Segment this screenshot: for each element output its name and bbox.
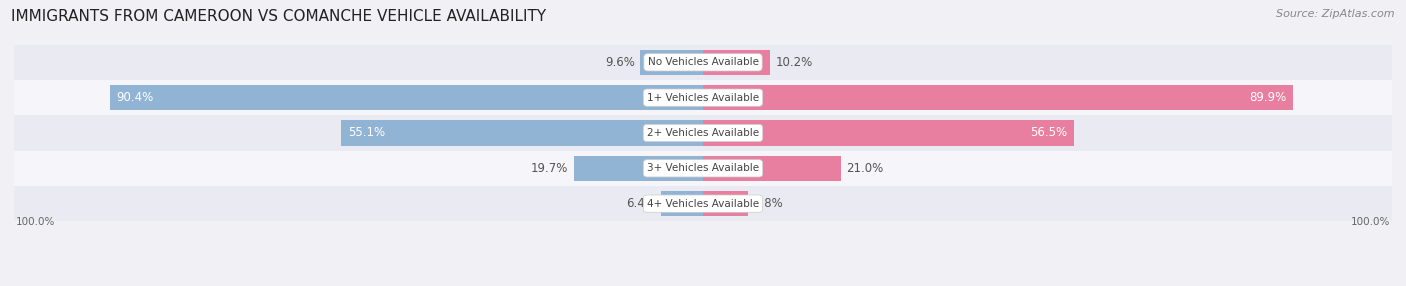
Text: 2+ Vehicles Available: 2+ Vehicles Available: [647, 128, 759, 138]
Text: 100.0%: 100.0%: [15, 217, 55, 227]
Bar: [14, 45, 1392, 80]
Text: 3+ Vehicles Available: 3+ Vehicles Available: [647, 163, 759, 173]
Text: 6.8%: 6.8%: [752, 197, 783, 210]
Bar: [703, 191, 748, 217]
Text: 10.2%: 10.2%: [775, 56, 813, 69]
Text: IMMIGRANTS FROM CAMEROON VS COMANCHE VEHICLE AVAILABILITY: IMMIGRANTS FROM CAMEROON VS COMANCHE VEH…: [11, 9, 547, 23]
Bar: [640, 49, 703, 75]
Text: 55.1%: 55.1%: [349, 126, 385, 140]
Bar: [110, 85, 703, 110]
Text: 56.5%: 56.5%: [1031, 126, 1067, 140]
Bar: [14, 186, 1392, 221]
Bar: [342, 120, 703, 146]
Bar: [661, 191, 703, 217]
Text: 21.0%: 21.0%: [846, 162, 883, 175]
Text: Source: ZipAtlas.com: Source: ZipAtlas.com: [1277, 9, 1395, 19]
Text: No Vehicles Available: No Vehicles Available: [648, 57, 758, 67]
Bar: [14, 80, 1392, 115]
Text: 6.4%: 6.4%: [626, 197, 655, 210]
Text: 89.9%: 89.9%: [1249, 91, 1286, 104]
Bar: [703, 120, 1074, 146]
Bar: [574, 156, 703, 181]
Bar: [703, 156, 841, 181]
Bar: [703, 85, 1294, 110]
Text: 19.7%: 19.7%: [531, 162, 568, 175]
Text: 9.6%: 9.6%: [605, 56, 634, 69]
Bar: [14, 151, 1392, 186]
Bar: [14, 115, 1392, 151]
Text: 1+ Vehicles Available: 1+ Vehicles Available: [647, 93, 759, 103]
Text: 100.0%: 100.0%: [1351, 217, 1391, 227]
Text: 4+ Vehicles Available: 4+ Vehicles Available: [647, 199, 759, 209]
Bar: [703, 49, 770, 75]
Text: 90.4%: 90.4%: [117, 91, 153, 104]
